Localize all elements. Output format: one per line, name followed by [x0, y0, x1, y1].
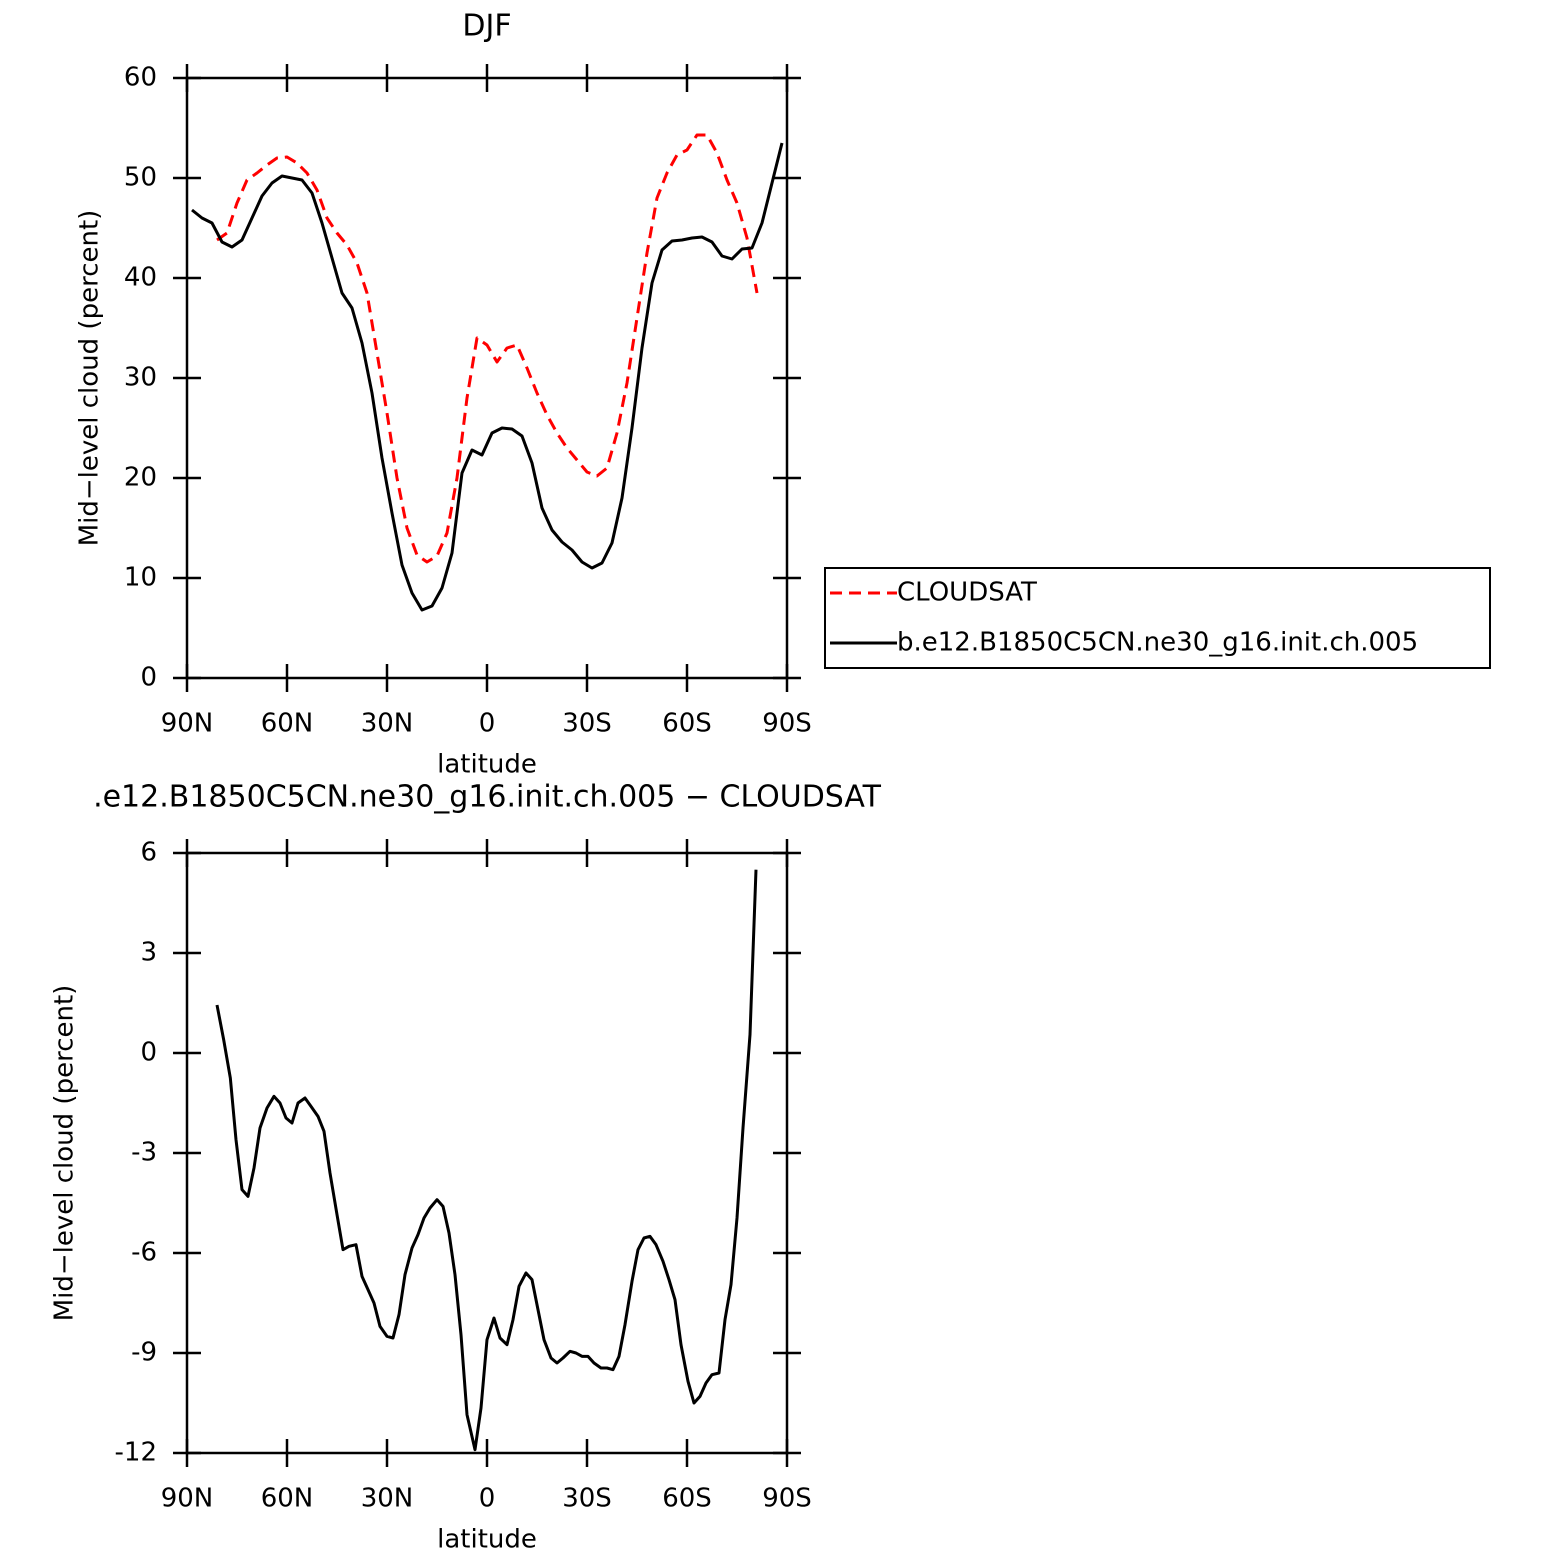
- legend-label: CLOUDSAT: [897, 578, 1037, 608]
- y-tick-label: 20: [124, 463, 157, 493]
- y-tick-label: 6: [140, 838, 157, 868]
- y-tick-label: 0: [140, 1038, 157, 1068]
- y-tick-label: 0: [140, 663, 157, 693]
- x-tick-label: 90N: [161, 709, 214, 739]
- chart-title: DJF: [462, 9, 511, 44]
- x-tick-label: 30S: [562, 1484, 612, 1514]
- x-tick-label: 60S: [662, 709, 712, 739]
- chart-title: .e12.B1850C5CN.ne30_g16.init.ch.005 − CL…: [93, 780, 882, 815]
- plot-frame: [185, 851, 789, 1455]
- data-line: [191, 142, 784, 612]
- x-tick-label: 0: [479, 709, 496, 739]
- legend-box: [824, 567, 1491, 669]
- x-tick-label: 30N: [361, 709, 414, 739]
- x-tick-label: 90S: [762, 1484, 812, 1514]
- y-tick-label: 50: [124, 163, 157, 193]
- y-axis-label: Mid−level cloud (percent): [50, 985, 80, 1322]
- x-axis-label: latitude: [437, 1525, 537, 1555]
- x-tick-label: 30N: [361, 1484, 414, 1514]
- y-tick-label: 30: [124, 363, 157, 393]
- data-line: [215, 869, 758, 1452]
- y-tick-label: -9: [131, 1338, 157, 1368]
- x-axis-label: latitude: [437, 750, 537, 780]
- x-tick-label: 90N: [161, 1484, 214, 1514]
- x-tick-label: 90S: [762, 709, 812, 739]
- x-tick-label: 0: [479, 1484, 496, 1514]
- x-tick-label: 60S: [662, 1484, 712, 1514]
- y-tick-label: 3: [140, 938, 157, 968]
- y-tick-label: 60: [124, 63, 157, 93]
- y-axis-label: Mid−level cloud (percent): [75, 210, 105, 547]
- y-tick-label: -12: [115, 1438, 157, 1468]
- y-tick-label: 10: [124, 563, 157, 593]
- x-tick-label: 60N: [261, 709, 314, 739]
- plot-frame: [185, 76, 789, 680]
- y-tick-label: -3: [131, 1138, 157, 1168]
- x-tick-label: 60N: [261, 1484, 314, 1514]
- y-tick-label: -6: [131, 1238, 157, 1268]
- y-tick-label: 40: [124, 263, 157, 293]
- data-line: [216, 133, 759, 564]
- x-tick-label: 30S: [562, 709, 612, 739]
- legend-label: b.e12.B1850C5CN.ne30_g16.init.ch.005: [897, 628, 1418, 658]
